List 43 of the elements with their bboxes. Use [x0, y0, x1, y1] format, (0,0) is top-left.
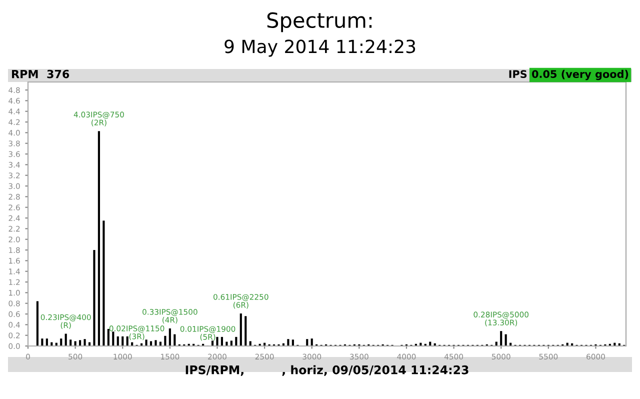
text: 0.05 (very good) [532, 70, 628, 80]
bar [249, 341, 252, 346]
bar [46, 338, 48, 346]
bar [168, 328, 171, 346]
bar [116, 336, 119, 346]
bar [154, 340, 157, 346]
bar [107, 328, 110, 346]
bar [70, 340, 72, 346]
bar [174, 334, 176, 346]
bar [36, 301, 39, 346]
bar [211, 340, 214, 346]
bar [235, 336, 238, 346]
bar [79, 340, 82, 346]
bar [41, 338, 44, 346]
chart-subtitle: 9 May 2014 11:24:23 [224, 40, 416, 57]
bar [292, 340, 294, 346]
bar [240, 313, 242, 346]
x-axis-title: IPS/RPM, , horiz, 09/05/2014 11:24:23 [186, 365, 468, 376]
bar [306, 339, 308, 346]
bar [112, 332, 114, 346]
bar [60, 338, 62, 346]
bar [102, 220, 105, 346]
bar [164, 336, 166, 346]
bar [93, 250, 96, 346]
text: RPM 376 [12, 70, 70, 78]
bar [244, 316, 247, 346]
bar [216, 336, 218, 346]
bar [84, 339, 86, 346]
bar [98, 131, 100, 346]
bar [126, 336, 128, 346]
bar [145, 340, 148, 346]
bar [504, 334, 507, 346]
bar [287, 339, 290, 346]
bar [500, 331, 502, 346]
bar [64, 334, 67, 346]
bar [150, 341, 152, 346]
text: IPS [509, 70, 527, 78]
bar [74, 341, 76, 346]
bar [220, 336, 224, 346]
bar [122, 336, 124, 346]
bar [230, 340, 232, 346]
bar [310, 338, 313, 346]
chart-title: Spectrum: [267, 12, 372, 32]
